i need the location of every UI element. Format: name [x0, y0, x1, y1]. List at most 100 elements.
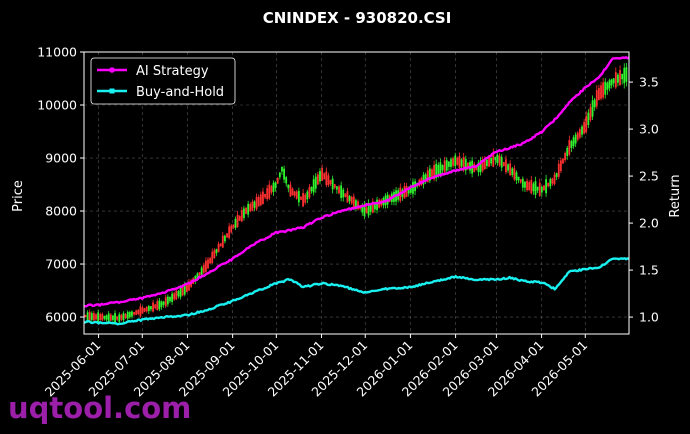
candle-body: [581, 126, 583, 135]
candle-body: [437, 164, 440, 175]
candle-body: [555, 172, 558, 177]
legend-marker-buy-and-hold: [109, 88, 115, 94]
candle-body: [606, 82, 609, 90]
candle-body: [285, 177, 288, 184]
candle-body: [545, 179, 547, 194]
candle-body: [498, 155, 501, 166]
candle-body: [124, 313, 127, 319]
candle-body: [477, 162, 480, 173]
candle-body: [538, 182, 541, 196]
candle-body: [507, 164, 509, 171]
candle-body: [158, 300, 161, 310]
candle-body: [409, 186, 412, 193]
candle-body: [278, 172, 281, 178]
y-tick-label-3: 9000: [45, 151, 77, 166]
y2-axis-label: Return: [668, 174, 683, 217]
candle-body: [169, 297, 171, 302]
legend-marker-ai-strategy: [109, 67, 115, 73]
candle-body: [511, 168, 514, 175]
candle-body: [532, 183, 535, 192]
candle-body: [154, 304, 157, 309]
candle-body: [574, 134, 577, 144]
candle-body: [412, 181, 414, 194]
candle-body: [319, 171, 321, 182]
candle-body: [211, 251, 214, 264]
candle-body: [196, 273, 199, 279]
candle-body: [536, 186, 539, 191]
candle-body: [598, 87, 600, 100]
candle-body: [585, 116, 588, 132]
candle-body: [331, 178, 334, 190]
watermark: uqtool.com: [8, 391, 191, 425]
candle-body: [551, 178, 554, 184]
candle-body: [562, 158, 564, 164]
candle-body: [243, 208, 245, 219]
candle-body: [600, 85, 602, 99]
candle-body: [164, 297, 167, 307]
candle-body: [327, 175, 330, 186]
candle-body: [612, 78, 615, 84]
candle-body: [591, 100, 594, 117]
candle-body: [568, 140, 571, 155]
candle-body: [217, 243, 220, 253]
candle-body: [424, 174, 427, 182]
candle-body: [456, 157, 459, 165]
y-axis-left: 6000 7000 8000 9000 10000 11000: [37, 45, 84, 325]
candle-body: [621, 73, 624, 80]
candle-body: [245, 207, 247, 214]
candle-body: [458, 156, 461, 169]
candle-body: [494, 156, 497, 161]
candle-body: [325, 171, 328, 186]
candle-body: [348, 195, 351, 202]
candle-body: [365, 207, 368, 214]
candle-body: [559, 160, 562, 171]
y-axis-label: Price: [11, 180, 26, 212]
candle-body: [502, 162, 505, 166]
candle-body: [181, 286, 184, 296]
candle-body: [316, 174, 319, 185]
candle-body: [88, 311, 91, 321]
candle-body: [238, 215, 241, 221]
candle-body: [534, 181, 537, 195]
candle-body: [289, 184, 292, 197]
candle-body: [118, 314, 121, 322]
candle-body: [346, 191, 349, 203]
candle-body: [114, 313, 116, 323]
candle-body: [576, 132, 579, 140]
candle-body: [462, 157, 465, 171]
candle-body: [445, 160, 448, 171]
candle-body: [479, 160, 482, 173]
candle-body: [333, 184, 336, 188]
candle-body: [371, 201, 374, 213]
candle-body: [500, 157, 503, 168]
candle-body: [357, 201, 359, 210]
chart-title: CNINDEX - 930820.CSI: [263, 9, 452, 27]
candle-body: [204, 260, 207, 272]
candle-body: [595, 90, 598, 107]
candle-body: [517, 176, 520, 181]
candle-body: [488, 157, 490, 167]
line-ai-strategy: [84, 56, 630, 308]
candle-body: [369, 204, 372, 212]
candle-body: [447, 161, 450, 167]
candle-body: [175, 290, 178, 300]
candle-body: [433, 165, 435, 180]
candle-body: [367, 203, 370, 216]
candle-body: [564, 152, 567, 161]
candle-body: [342, 189, 345, 198]
candle-body: [355, 200, 357, 208]
candle-body: [302, 193, 304, 207]
candle-body: [295, 191, 298, 199]
candle-body: [549, 179, 552, 187]
y2-tick-label-0: 1.0: [639, 310, 659, 325]
candle-body: [521, 178, 524, 188]
candle-body: [141, 307, 144, 314]
candle-body: [150, 306, 152, 310]
candle-body: [350, 197, 353, 204]
candle-body: [304, 194, 307, 203]
candle-body: [97, 312, 100, 322]
candle-body: [255, 197, 258, 210]
candle-body: [405, 186, 408, 197]
candle-body: [426, 170, 429, 183]
candle-body: [147, 305, 150, 311]
